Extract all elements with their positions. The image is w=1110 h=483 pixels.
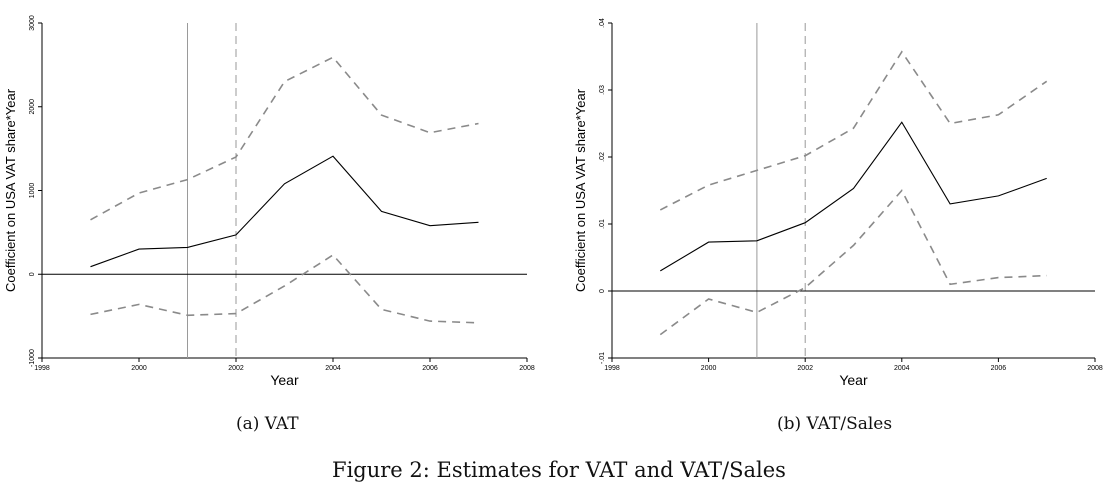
x-tick-label: 2000 <box>131 365 147 372</box>
figure-caption: Figure 2: Estimates for VAT and VAT/Sale… <box>332 458 786 482</box>
series-line-lower <box>90 253 479 324</box>
x-tick-label: 2006 <box>991 365 1007 372</box>
y-tick-label: .03 <box>599 85 606 95</box>
chart-vat-sales: 1998 2000 2002 2004 2006 2008 -.01 0 .01 .02 .03 .0… <box>573 18 1103 388</box>
y-tick-label: 3000 <box>29 15 36 31</box>
y-axis-title: Coefficient on USA VAT share*Year <box>573 88 588 292</box>
subfigure-caption-b: (b) VAT/Sales <box>777 414 893 434</box>
y-tick-label: -1000 <box>29 349 36 367</box>
series-line-upper <box>90 56 479 221</box>
y-tick-label: 2000 <box>29 99 36 115</box>
y-tick-label: .01 <box>599 219 606 229</box>
series-line-lower <box>659 189 1047 336</box>
x-tick-label: 2006 <box>422 365 438 372</box>
subfigure-caption-a: (a) VAT <box>236 414 299 434</box>
y-tick-label: -.01 <box>599 352 606 364</box>
y-axis-title: Coefficient on USA VAT share*Year <box>3 88 18 292</box>
y-tick-label: 0 <box>599 289 606 293</box>
x-tick-label: 1998 <box>604 365 620 372</box>
y-tick-label: .02 <box>599 152 606 162</box>
x-tick-label: 2002 <box>797 365 813 372</box>
y-tick-label: 1000 <box>29 183 36 199</box>
chart-vat: 1998 2000 2002 2004 2006 2008 -1000 0 1000 2000 30… <box>3 15 535 388</box>
x-tick-label: 1998 <box>34 365 50 372</box>
series-line-estimate <box>90 155 479 268</box>
series-line-estimate <box>660 121 1047 272</box>
x-axis-title: Year <box>839 372 868 388</box>
y-tick-label: 0 <box>29 272 36 276</box>
y-tick-label: .04 <box>599 18 606 28</box>
x-tick-label: 2002 <box>228 365 244 372</box>
x-axis-title: Year <box>270 372 299 388</box>
series-line-upper <box>659 50 1048 211</box>
x-tick-label: 2008 <box>519 365 535 372</box>
x-tick-label: 2000 <box>701 365 717 372</box>
x-tick-label: 2004 <box>894 365 910 372</box>
x-tick-label: 2004 <box>325 365 341 372</box>
x-tick-label: 2008 <box>1087 365 1103 372</box>
